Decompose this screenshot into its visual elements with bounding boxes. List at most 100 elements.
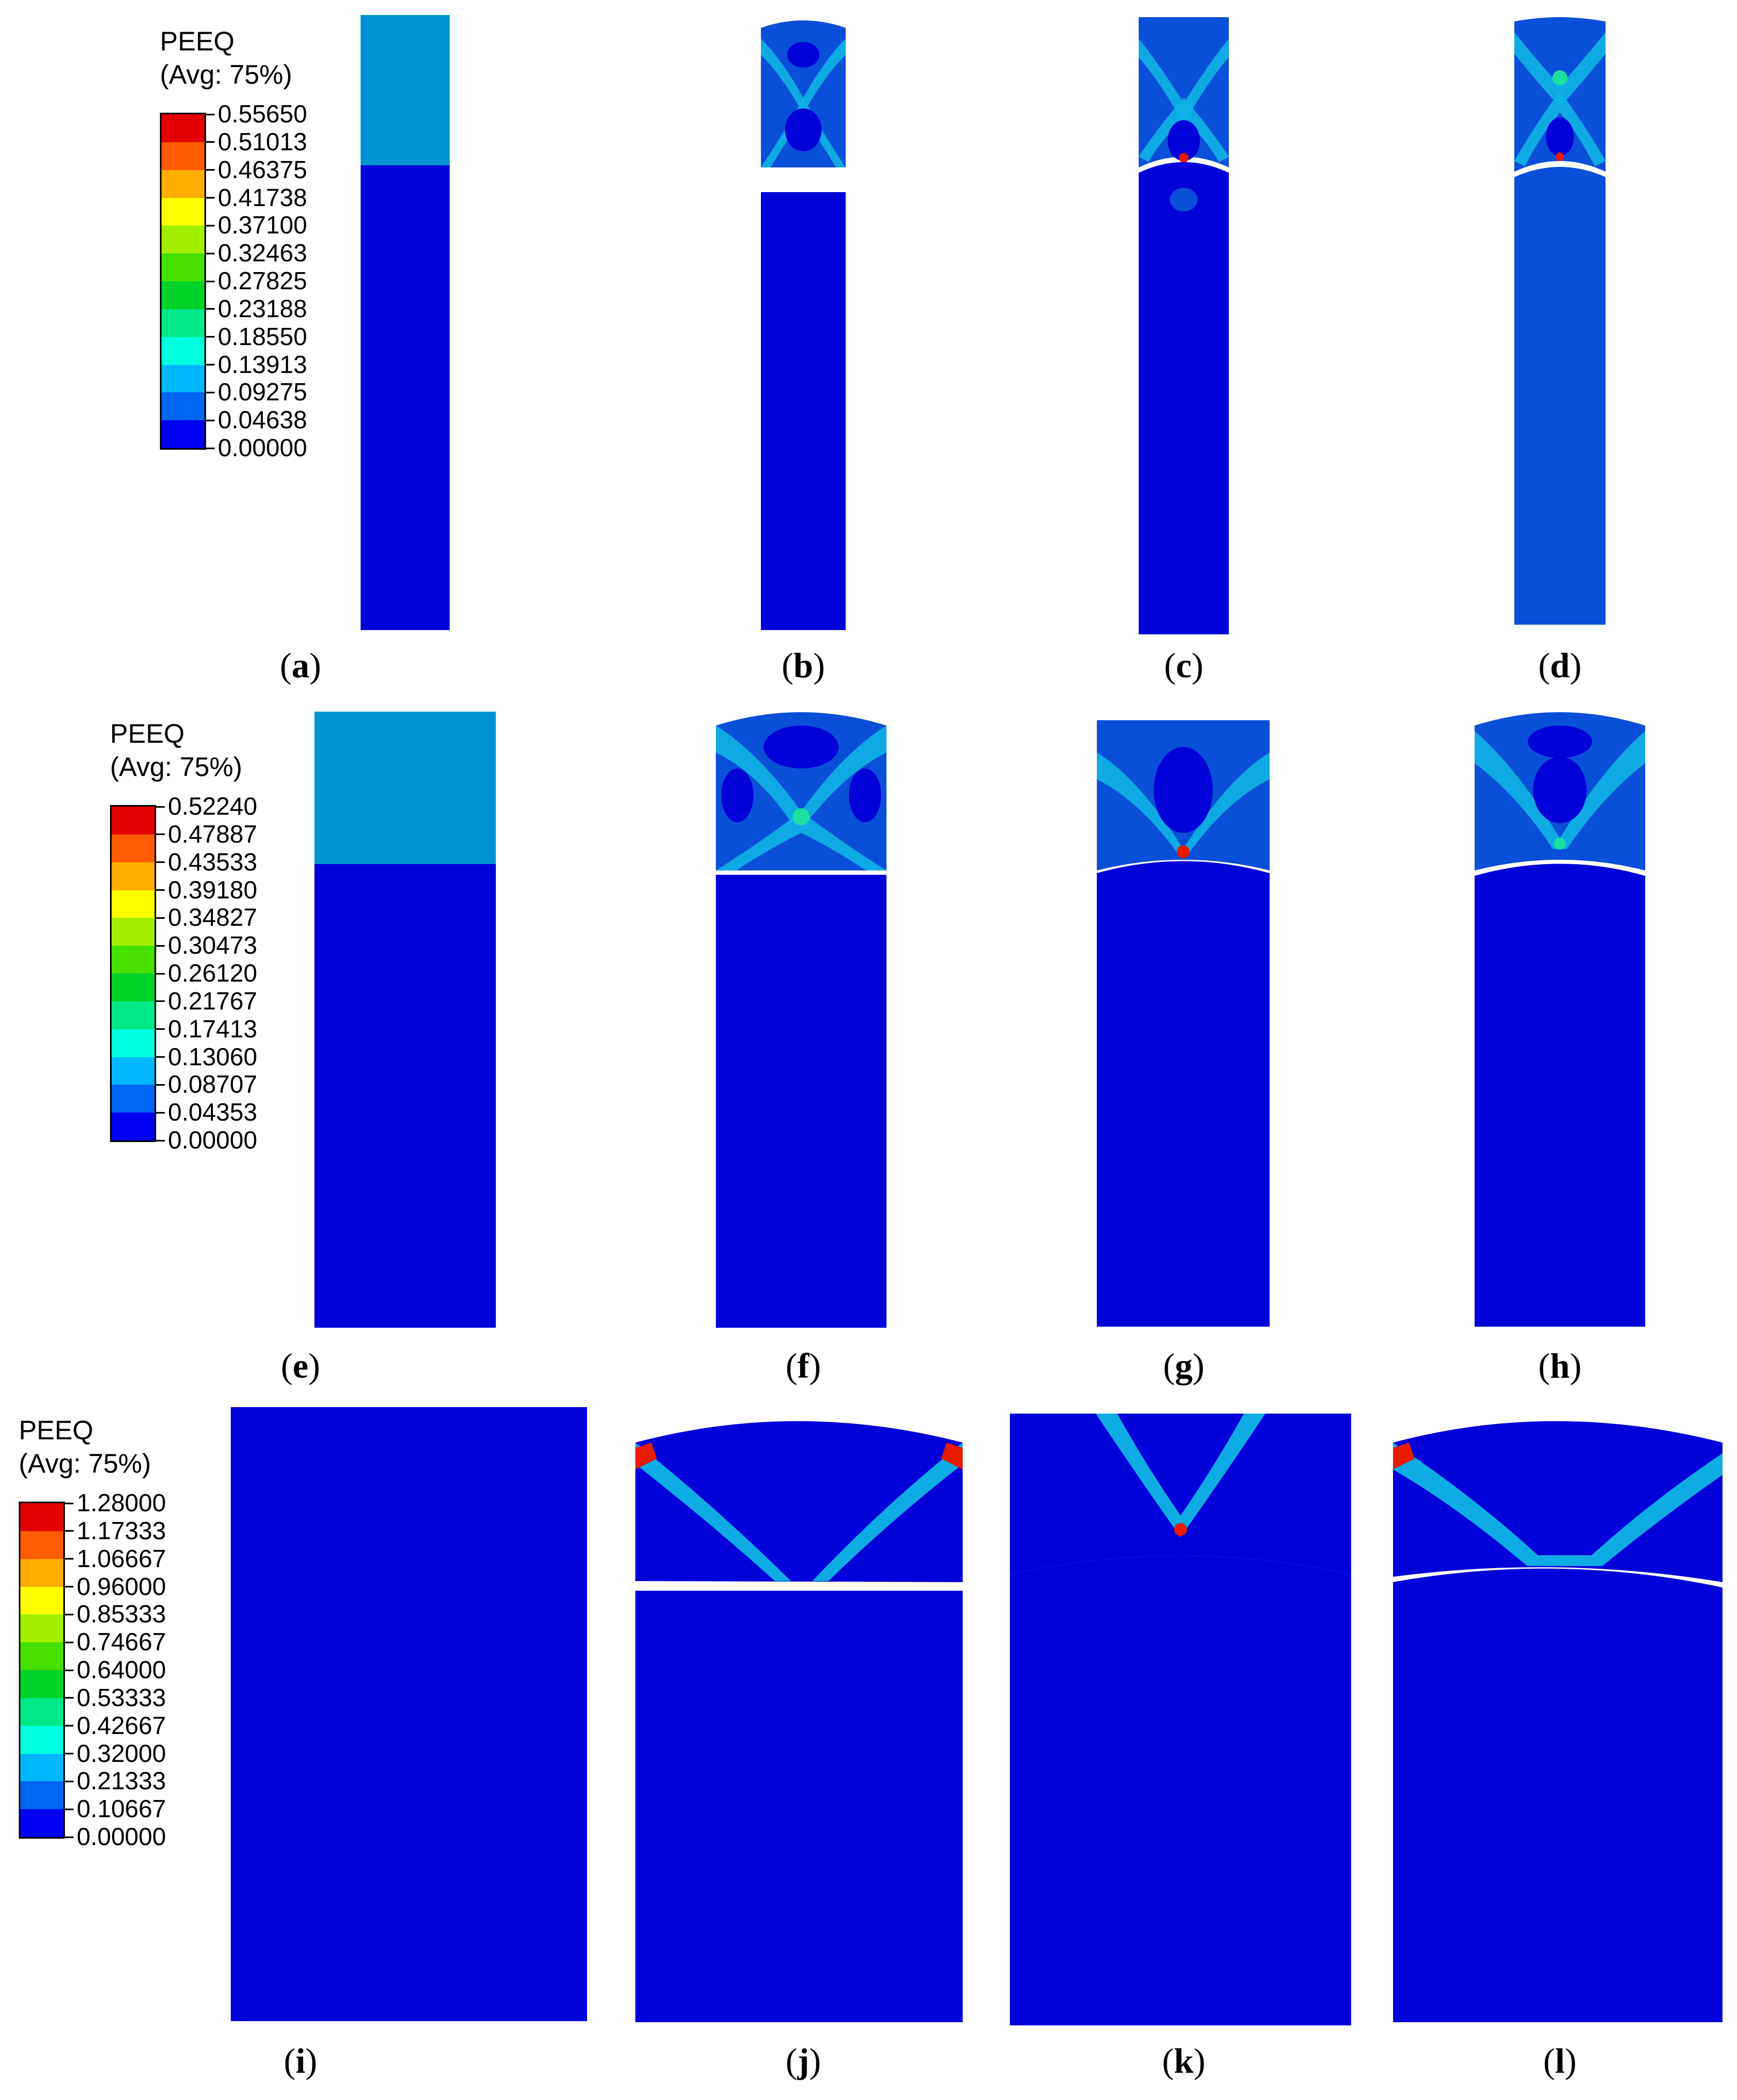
caption-a: (a) [280, 646, 321, 685]
legend-tick [155, 1056, 165, 1058]
legend-value-label: 0.46375 [218, 155, 307, 184]
caption-f: (f) [786, 1347, 821, 1386]
legend-row-1: PEEQ (Avg: 75%) 0.55650 0.51013 0.46375 0.4… [160, 26, 353, 462]
legend-tick [205, 280, 215, 282]
legend-tick [155, 1111, 165, 1114]
legend-tick [64, 1558, 74, 1560]
legend-swatch [20, 1614, 63, 1643]
legend-value-label: 0.09275 [218, 378, 307, 406]
legend-tick [155, 1028, 165, 1030]
legend-subtitle: (Avg: 75%) [110, 752, 243, 782]
legend-tick [64, 1697, 74, 1699]
caption-i: (i) [283, 2042, 318, 2081]
caption-g: (g) [1163, 1347, 1205, 1386]
legend-value-label: 0.26120 [168, 959, 258, 987]
legend-swatch [20, 1503, 63, 1532]
legend-value-label: 1.06667 [77, 1544, 166, 1572]
caption-l: (l) [1543, 2042, 1577, 2081]
legend-swatch [112, 1113, 155, 1141]
legend-swatch [20, 1642, 63, 1671]
legend-value-label: 0.13913 [218, 350, 307, 378]
legend-value-label: 0.41738 [218, 183, 307, 211]
legend-row-2: PEEQ (Avg: 75%) 0.52240 0.47887 0.43533 0.3… [110, 719, 303, 1154]
legend-tick [64, 1780, 74, 1782]
legend-tick [205, 391, 215, 393]
legend-tick [64, 1725, 74, 1727]
legend-tick [64, 1669, 74, 1671]
legend-value-label: 0.37100 [218, 211, 307, 239]
legend-value-label: 0.32463 [218, 239, 307, 267]
legend-swatch [112, 834, 155, 863]
legend-swatch [20, 1781, 63, 1810]
color-scale-bar [110, 805, 156, 1142]
legend-tick [205, 447, 215, 449]
legend-swatch [162, 114, 204, 143]
legend-value-label: 0.00000 [77, 1823, 166, 1850]
fem-sample-i [231, 1407, 587, 2021]
legend-swatch [112, 807, 155, 835]
fem-sample-l [1393, 1421, 1723, 2022]
legend-tick [64, 1808, 74, 1810]
legend-swatch [20, 1809, 63, 1838]
legend-tick [205, 308, 215, 310]
legend-swatch [162, 142, 204, 171]
fem-sample-b [761, 20, 846, 630]
legend-tick [64, 1530, 74, 1532]
caption-c: (c) [1164, 646, 1204, 685]
legend-tick [64, 1641, 74, 1643]
fem-sample-f [716, 712, 886, 1328]
legend-tick [205, 141, 215, 143]
legend-value-label: 0.47887 [168, 819, 258, 848]
legend-value-label: 0.74667 [77, 1628, 166, 1656]
legend-swatch [162, 364, 204, 393]
legend-swatch [20, 1725, 63, 1754]
legend-tick [155, 1139, 165, 1142]
legend-value-label: 0.17413 [168, 1014, 258, 1043]
fem-sample-c [1139, 17, 1229, 634]
legend-tick [155, 861, 165, 864]
legend-swatch [162, 420, 204, 449]
legend-value-label: 1.17333 [77, 1516, 166, 1545]
legend-value-label: 0.04638 [218, 406, 307, 434]
color-scale-bar [19, 1502, 65, 1839]
legend-swatch [112, 946, 155, 974]
legend-tick [205, 336, 215, 338]
legend-tick [205, 169, 215, 171]
caption-e: (e) [281, 1347, 320, 1386]
legend-title: PEEQ [19, 1415, 93, 1445]
legend-swatch [112, 918, 155, 946]
legend-swatch [162, 253, 204, 282]
legend-tick [64, 1586, 74, 1587]
legend-value-label: 0.08707 [168, 1070, 258, 1099]
legend-swatch [20, 1558, 63, 1587]
legend-value-label: 0.00000 [218, 434, 307, 462]
legend-row-3: PEEQ (Avg: 75%) 1.28000 1.17333 1.06667 0.9… [19, 1415, 212, 1850]
legend-tick [155, 1084, 165, 1086]
legend-swatch [112, 974, 155, 1002]
caption-d: (d) [1538, 646, 1582, 685]
legend-swatch [162, 225, 204, 254]
legend-tick [155, 806, 165, 808]
legend-tick [155, 972, 165, 975]
legend-value-label: 0.51013 [218, 127, 307, 156]
legend-value-label: 0.85333 [77, 1600, 166, 1628]
legend-title: PEEQ [110, 719, 185, 749]
legend-swatch [162, 392, 204, 421]
color-scale-bar [160, 113, 206, 450]
legend-value-label: 0.42667 [77, 1711, 166, 1739]
legend-swatch [162, 281, 204, 310]
legend-value-label: 0.00000 [168, 1126, 258, 1154]
legend-tick [64, 1753, 74, 1754]
legend-value-label: 0.21767 [168, 986, 258, 1015]
caption-j: (j) [786, 2042, 821, 2081]
legend-value-label: 0.27825 [218, 267, 307, 295]
fem-sample-e [314, 712, 496, 1328]
legend-swatch [112, 1029, 155, 1057]
legend-swatch [162, 336, 204, 365]
caption-b: (b) [781, 646, 825, 685]
legend-swatch [20, 1531, 63, 1560]
legend-title: PEEQ [160, 26, 234, 56]
legend-subtitle: (Avg: 75%) [160, 60, 292, 90]
legend-tick [205, 364, 215, 365]
